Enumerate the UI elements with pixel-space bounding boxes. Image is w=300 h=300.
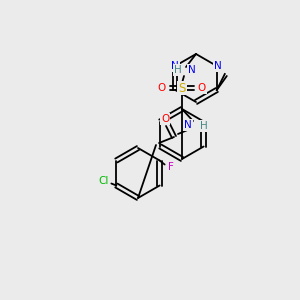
Text: N: N (214, 61, 222, 71)
Text: N: N (188, 65, 196, 75)
Text: Cl: Cl (98, 176, 109, 187)
Text: H: H (174, 65, 182, 75)
Text: N: N (184, 120, 192, 130)
Text: S: S (178, 82, 186, 94)
Text: F: F (168, 161, 174, 172)
Text: O: O (158, 83, 166, 93)
Text: O: O (161, 114, 169, 124)
Text: N: N (171, 61, 179, 71)
Text: H: H (200, 121, 208, 131)
Text: O: O (198, 83, 206, 93)
